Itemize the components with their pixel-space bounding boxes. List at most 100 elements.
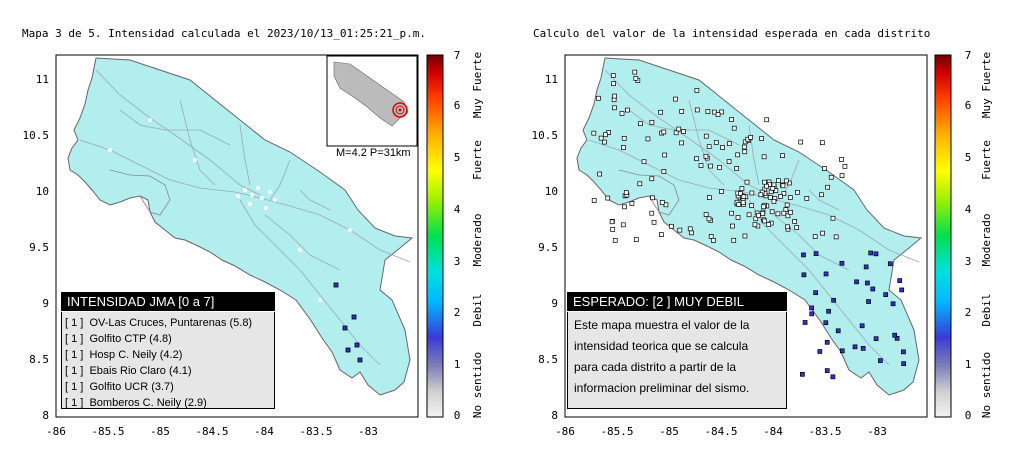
colorbar-tick: 6 bbox=[454, 99, 461, 112]
district-marker bbox=[839, 173, 845, 178]
x-tick-label: -85.5 bbox=[600, 425, 633, 438]
district-marker bbox=[784, 202, 790, 208]
district-marker bbox=[785, 213, 791, 219]
district-marker bbox=[612, 238, 618, 243]
district-marker bbox=[694, 107, 700, 113]
x-tick-label: -85 bbox=[150, 425, 170, 438]
district-marker bbox=[689, 230, 694, 236]
x-tick-label: -86 bbox=[46, 425, 66, 438]
district-marker bbox=[746, 212, 752, 218]
district-marker bbox=[839, 348, 845, 354]
district-marker bbox=[658, 232, 664, 237]
legend-row: [ 1 ] Hosp C. Neily (4.2) bbox=[65, 349, 183, 361]
district-markers bbox=[591, 69, 907, 380]
district-marker bbox=[890, 301, 896, 307]
district-marker bbox=[610, 73, 616, 78]
district-marker bbox=[712, 109, 717, 115]
district-marker bbox=[698, 163, 704, 168]
x-tick-label: -83.5 bbox=[808, 425, 841, 438]
y-tick-label: 11 bbox=[36, 73, 49, 86]
district-marker bbox=[820, 230, 825, 236]
district-marker bbox=[792, 218, 797, 224]
district-marker bbox=[726, 159, 732, 164]
legend-row: [ 1 ] OV-Las Cruces, Puntarenas (5.8) bbox=[65, 317, 253, 329]
x-tick-label: -84 bbox=[763, 425, 783, 438]
district-marker bbox=[749, 203, 754, 208]
district-marker bbox=[741, 194, 747, 200]
y-tick-label: 8.5 bbox=[29, 353, 49, 366]
colorbar-category-label: Fuerte bbox=[471, 140, 484, 180]
y-tick-label: 8 bbox=[42, 409, 49, 422]
district-marker bbox=[759, 136, 764, 141]
legend-row: [ 1 ] Ebais Rio Claro (4.1) bbox=[65, 365, 192, 377]
district-marker bbox=[824, 339, 830, 345]
district-marker bbox=[865, 280, 870, 286]
district-marker bbox=[661, 129, 667, 135]
district-marker bbox=[824, 368, 830, 373]
district-marker bbox=[739, 186, 745, 191]
district-marker bbox=[752, 222, 758, 228]
colorbar-category-label: No sentido bbox=[980, 352, 993, 418]
district-marker bbox=[679, 140, 684, 146]
district-marker bbox=[830, 215, 836, 221]
colorbar-tick: 7 bbox=[965, 49, 972, 62]
district-marker bbox=[795, 189, 800, 195]
left-colorbar bbox=[426, 54, 444, 418]
district-marker bbox=[658, 109, 664, 115]
y-tick-label: 10 bbox=[36, 185, 49, 198]
district-marker bbox=[663, 202, 669, 208]
district-marker bbox=[830, 374, 836, 380]
district-marker bbox=[703, 133, 709, 139]
colorbar-tick: 1 bbox=[965, 358, 972, 371]
district-marker bbox=[598, 135, 604, 141]
district-marker bbox=[762, 218, 767, 224]
description-line: intensidad teorica que se calcula bbox=[574, 339, 749, 353]
district-marker bbox=[804, 195, 810, 201]
district-marker bbox=[831, 297, 837, 303]
district-marker bbox=[620, 222, 626, 228]
district-marker bbox=[731, 237, 737, 243]
x-tick-label: -84 bbox=[254, 425, 274, 438]
description-line: Este mapa muestra el valor de la bbox=[574, 318, 750, 332]
district-marker bbox=[707, 195, 712, 200]
district-marker bbox=[819, 192, 824, 198]
district-marker bbox=[612, 93, 617, 99]
legend-row: [ 1 ] Golfito CTP (4.8) bbox=[65, 333, 172, 345]
expected-title: ESPERADO: [2 ] MUY DEBIL bbox=[567, 292, 787, 311]
district-marker bbox=[863, 264, 869, 270]
district-marker bbox=[753, 216, 759, 222]
district-marker bbox=[651, 219, 657, 225]
district-marker bbox=[708, 163, 713, 169]
colorbar-category-label: Fuerte bbox=[980, 140, 993, 180]
district-marker bbox=[715, 112, 721, 117]
district-marker bbox=[897, 278, 903, 283]
district-marker bbox=[679, 109, 685, 114]
district-marker bbox=[781, 191, 787, 196]
district-marker bbox=[771, 199, 777, 204]
district-marker bbox=[629, 201, 635, 206]
district-marker bbox=[610, 227, 616, 232]
colorbar-tick: 1 bbox=[454, 358, 461, 371]
y-tick-label: 9 bbox=[551, 297, 558, 310]
y-tick-label: 8.5 bbox=[538, 353, 558, 366]
colorbar-tick: 5 bbox=[965, 151, 972, 164]
x-tick-label: -86 bbox=[555, 425, 575, 438]
district-marker bbox=[650, 195, 655, 201]
district-marker bbox=[823, 271, 829, 277]
colorbar-tick: 3 bbox=[454, 255, 461, 268]
district-marker bbox=[649, 176, 655, 182]
district-marker bbox=[778, 194, 783, 199]
district-marker bbox=[687, 226, 693, 232]
y-tick-label: 10 bbox=[545, 185, 558, 198]
district-marker bbox=[669, 223, 674, 229]
district-marker bbox=[729, 117, 734, 122]
district-marker bbox=[870, 286, 876, 292]
district-marker bbox=[809, 305, 814, 311]
district-marker bbox=[828, 174, 834, 180]
district-marker bbox=[719, 189, 724, 194]
district-marker bbox=[713, 140, 719, 145]
district-marker bbox=[708, 234, 714, 239]
legend-title: INTENSIDAD JMA [0 a 7] bbox=[61, 292, 275, 311]
district-marker bbox=[813, 251, 819, 256]
colorbar-category-label: Debil bbox=[471, 293, 484, 326]
